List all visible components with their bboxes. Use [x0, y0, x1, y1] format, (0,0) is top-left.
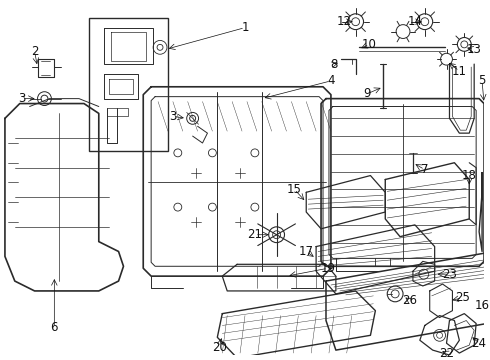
Text: 13: 13: [467, 43, 482, 56]
Text: 18: 18: [462, 169, 477, 182]
Text: 14: 14: [407, 15, 422, 28]
Text: 6: 6: [50, 321, 58, 334]
Text: 26: 26: [402, 294, 417, 307]
Text: 22: 22: [439, 347, 454, 360]
Text: 21: 21: [247, 228, 262, 241]
Text: 7: 7: [421, 163, 429, 176]
Text: 5: 5: [478, 75, 486, 87]
Text: 2: 2: [31, 45, 38, 58]
Text: 1: 1: [241, 21, 249, 34]
Text: 3: 3: [18, 92, 25, 105]
Text: 23: 23: [442, 268, 457, 281]
Text: 17: 17: [299, 245, 314, 258]
Text: 24: 24: [471, 337, 487, 350]
Text: 9: 9: [364, 87, 371, 100]
Bar: [89, 18, 168, 151]
Text: 12: 12: [336, 15, 351, 28]
Text: 3: 3: [169, 110, 176, 123]
Text: 10: 10: [362, 38, 377, 51]
Text: 20: 20: [212, 341, 227, 354]
Text: 11: 11: [452, 64, 467, 77]
Text: 8: 8: [330, 58, 338, 71]
Text: 25: 25: [455, 291, 470, 304]
Text: 16: 16: [475, 299, 490, 312]
Text: 15: 15: [287, 183, 302, 196]
Text: 4: 4: [327, 75, 335, 87]
Text: 19: 19: [320, 262, 336, 275]
